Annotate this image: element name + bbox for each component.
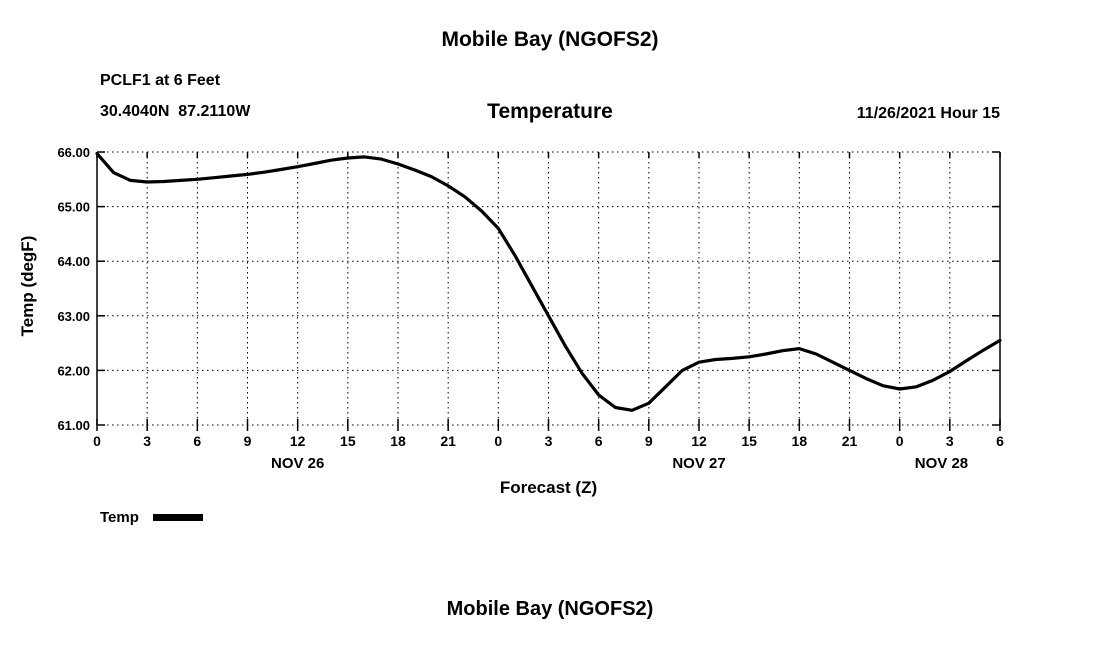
x-tick-label: 6 bbox=[595, 433, 603, 449]
second-chart-title: Mobile Bay (NGOFS2) bbox=[446, 598, 654, 620]
x-tick-label: 12 bbox=[290, 433, 306, 449]
y-tick-label: 66.00 bbox=[57, 145, 90, 160]
x-tick-label: 3 bbox=[946, 433, 954, 449]
y-tick-label: 65.00 bbox=[57, 200, 90, 215]
x-tick-label: 12 bbox=[691, 433, 707, 449]
x-tick-label: 9 bbox=[645, 433, 653, 449]
x-tick-label: 9 bbox=[244, 433, 252, 449]
main-title: Mobile Bay (NGOFS2) bbox=[441, 28, 659, 51]
y-tick-label: 64.00 bbox=[57, 254, 90, 269]
y-tick-label: 61.00 bbox=[57, 418, 90, 433]
x-tick-label: 21 bbox=[842, 433, 858, 449]
date-label: NOV 28 bbox=[915, 455, 968, 472]
legend-label: Temp bbox=[100, 509, 139, 526]
legend-line-swatch bbox=[152, 514, 203, 521]
temp-series-line bbox=[95, 152, 1002, 412]
date-label: NOV 26 bbox=[271, 455, 324, 472]
x-tick-label: 3 bbox=[143, 433, 151, 449]
x-tick-label: 21 bbox=[440, 433, 456, 449]
x-tick-label: 0 bbox=[494, 433, 502, 449]
x-tick-label: 18 bbox=[792, 433, 808, 449]
plot-title: Temperature bbox=[487, 100, 613, 123]
x-tick-label: 15 bbox=[741, 433, 757, 449]
date-label: NOV 27 bbox=[672, 455, 725, 472]
y-tick-label: 63.00 bbox=[57, 309, 90, 324]
x-tick-label: 6 bbox=[996, 433, 1004, 449]
x-tick-label: 0 bbox=[896, 433, 904, 449]
station-name: PCLF1 at 6 Feet bbox=[100, 72, 221, 89]
x-tick-label: 3 bbox=[545, 433, 553, 449]
x-tick-label: 15 bbox=[340, 433, 356, 449]
x-axis-title: Forecast (Z) bbox=[499, 478, 598, 497]
x-tick-label: 18 bbox=[390, 433, 406, 449]
x-tick-label: 0 bbox=[93, 433, 101, 449]
legend: Temp bbox=[100, 509, 203, 526]
y-tick-label: 62.00 bbox=[57, 363, 90, 378]
station-coordinates: 30.4040N 87.2110W bbox=[100, 103, 251, 120]
y-axis-title: Temp (degF) bbox=[18, 235, 37, 337]
model-run-timestamp: 11/26/2021 Hour 15 bbox=[856, 105, 1000, 122]
x-tick-label: 6 bbox=[193, 433, 201, 449]
